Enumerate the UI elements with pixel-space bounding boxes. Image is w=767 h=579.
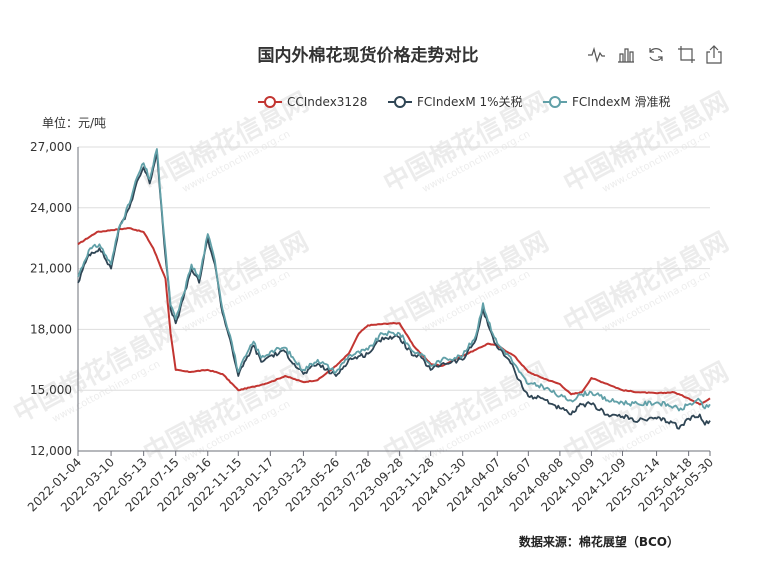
watermark-text: 中国棉花信息网 xyxy=(558,226,733,339)
y-axis-unit-label: 单位：元/吨 xyxy=(42,115,106,130)
refresh-icon[interactable] xyxy=(649,48,663,61)
watermark-text: 中国棉花信息网 xyxy=(138,356,313,469)
y-tick-label: 18,000 xyxy=(30,322,72,336)
legend: CCIndex3128 FCIndexM 1%关税 FCIndexM 滑准税 xyxy=(258,95,671,109)
y-tick-label: 27,000 xyxy=(30,140,72,154)
y-tick-label: 15,000 xyxy=(30,383,72,397)
watermark-text: 中国棉花信息网 xyxy=(558,356,733,469)
legend-marker xyxy=(264,96,276,108)
bar-chart-icon[interactable] xyxy=(618,48,634,63)
legend-label: FCIndexM 滑准税 xyxy=(572,95,671,109)
series-line-1 xyxy=(77,150,711,430)
corner-badge-text: 大数跨境 xyxy=(25,559,77,574)
share-icon[interactable] xyxy=(706,45,722,64)
corner-badge: 大数跨境 xyxy=(6,558,77,574)
legend-label: CCIndex3128 xyxy=(287,95,367,109)
y-tick-label: 21,000 xyxy=(30,262,72,276)
series-line-0 xyxy=(77,227,711,406)
legend-item[interactable]: CCIndex3128 xyxy=(258,95,367,109)
legend-item[interactable]: FCIndexM 1%关税 xyxy=(388,95,523,109)
legend-item[interactable]: FCIndexM 滑准税 xyxy=(543,95,671,109)
series-line-2 xyxy=(77,148,711,412)
x-axis: 2022-01-042022-03-102022-05-132022-07-15… xyxy=(25,450,716,514)
legend-marker xyxy=(549,96,561,108)
chart-title: 国内外棉花现货价格走势对比 xyxy=(258,45,479,66)
watermark-text: 中国棉花信息网 xyxy=(378,226,553,339)
watermark-text: 中国棉花信息网 xyxy=(378,356,553,469)
data-source: 数据来源：棉花展望（BCO） xyxy=(519,534,679,549)
toolbox xyxy=(588,45,722,64)
legend-label: FCIndexM 1%关税 xyxy=(417,95,523,109)
y-axis: 12,000 15,000 18,000 21,000 24,000 27,000 xyxy=(30,140,79,458)
crop-icon[interactable] xyxy=(678,46,695,63)
y-tick-label: 24,000 xyxy=(30,201,72,215)
y-tick-label: 12,000 xyxy=(30,444,72,458)
series-lines xyxy=(77,148,711,430)
line-chart-icon[interactable] xyxy=(588,46,605,64)
legend-marker xyxy=(394,96,406,108)
